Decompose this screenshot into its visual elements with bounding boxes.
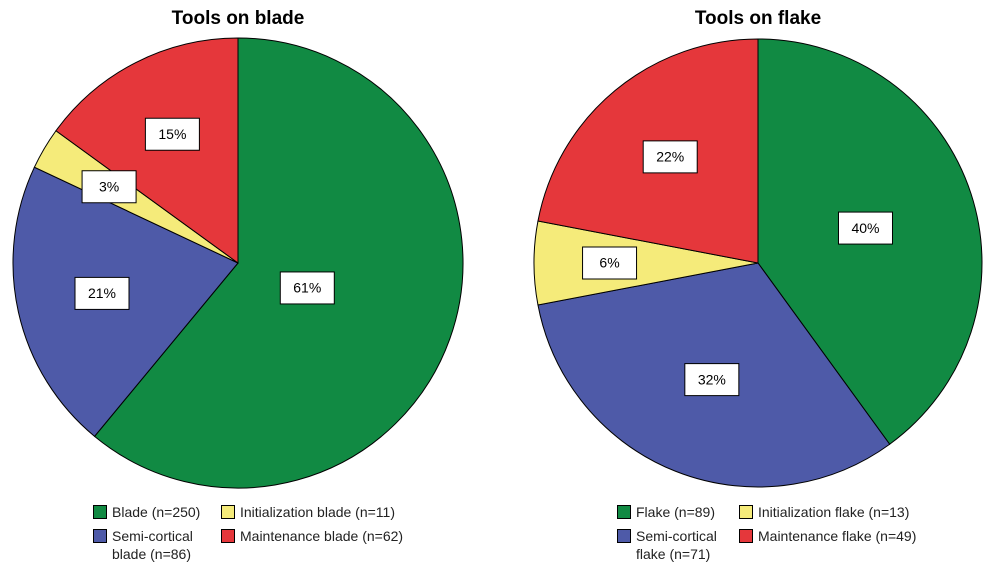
slice-label: 21% <box>88 285 116 301</box>
legend-label: Semi-cortical blade (n=86) <box>112 528 193 562</box>
legend-swatch <box>221 505 235 519</box>
legend-item: Semi-cortical flake (n=71) <box>617 527 739 563</box>
legend-swatch <box>221 529 235 543</box>
slice-label: 6% <box>599 255 619 271</box>
legend-swatch <box>617 529 631 543</box>
slice-label: 3% <box>99 178 119 194</box>
legend-swatch <box>617 505 631 519</box>
slice-label: 15% <box>158 126 186 142</box>
label-box <box>81 170 137 204</box>
legend-label: Flake (n=89) <box>636 504 715 520</box>
label-box <box>642 140 698 174</box>
legend-label: Blade (n=250) <box>112 504 201 520</box>
slice-label: 22% <box>656 149 684 165</box>
legend-swatch <box>739 529 753 543</box>
label-box <box>837 211 893 245</box>
legend-item: Blade (n=250) <box>93 503 215 521</box>
legend-swatch <box>739 505 753 519</box>
legend-label: Initialization flake (n=13) <box>758 504 910 520</box>
label-box <box>279 271 335 305</box>
legend-swatch <box>93 529 107 543</box>
chart-title: Tools on blade <box>172 8 305 29</box>
label-box <box>684 363 740 397</box>
legend-item: Semi-cortical blade (n=86) <box>93 527 215 563</box>
chart-title: Tools on flake <box>695 8 821 29</box>
legend-item: Flake (n=89) <box>617 503 739 521</box>
legend-label: Semi-cortical flake (n=71) <box>636 528 717 562</box>
legend-item: Maintenance flake (n=49) <box>739 527 916 545</box>
label-box <box>74 276 130 310</box>
legend-item: Initialization blade (n=11) <box>221 503 395 521</box>
pie-slice <box>93 37 464 489</box>
legend-item: Maintenance blade (n=62) <box>221 527 403 545</box>
slice-label: 40% <box>851 220 879 236</box>
label-box <box>582 246 638 280</box>
slice-label: 61% <box>293 280 321 296</box>
legend-item: Initialization flake (n=13) <box>739 503 909 521</box>
legend-label: Maintenance flake (n=49) <box>758 528 917 544</box>
legend-label: Initialization blade (n=11) <box>240 504 396 520</box>
legend-swatch <box>93 505 107 519</box>
label-box <box>144 117 200 151</box>
slice-label: 32% <box>698 371 726 387</box>
legend-label: Maintenance blade (n=62) <box>240 528 404 544</box>
